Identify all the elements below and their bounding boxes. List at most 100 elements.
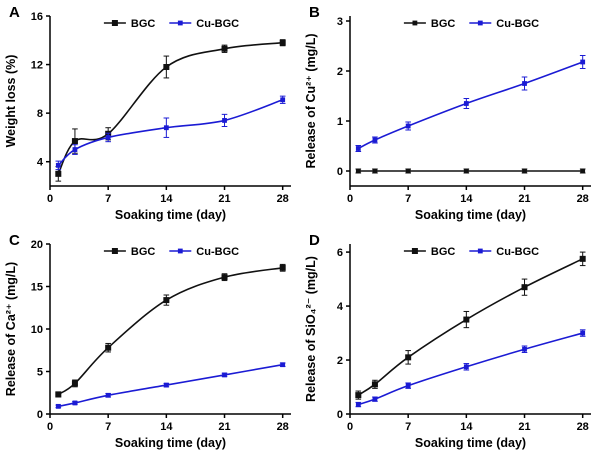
axes	[46, 242, 291, 418]
panel-B: B 0 7 14 21 28 0 1 2 3 Soaking time (day) Release …	[302, 2, 602, 228]
data-point	[355, 146, 361, 151]
data-point	[105, 135, 111, 140]
legend-marker	[412, 20, 418, 26]
x-tick-label: 21	[218, 421, 230, 433]
y-tick-label: 16	[31, 11, 43, 23]
y-tick-label: 0	[37, 408, 43, 420]
legend-label: BGC	[431, 18, 456, 30]
x-tick-label: 28	[577, 193, 589, 205]
data-point	[355, 168, 361, 174]
y-tick-label: 2	[337, 354, 343, 366]
series-line	[357, 257, 584, 396]
y-axis-label: Weight loss (%)	[4, 55, 18, 148]
data-point	[222, 372, 227, 377]
x-tick-label: 0	[47, 193, 53, 205]
legend-label: BGC	[131, 245, 156, 257]
data-point	[579, 255, 586, 262]
legend-marker	[477, 20, 483, 26]
y-axis-label: Release of Ca²⁺ (mg/L)	[4, 261, 18, 395]
x-tick-label: 0	[347, 193, 353, 205]
x-tick-label: 21	[218, 193, 230, 205]
data-point	[279, 264, 286, 271]
data-point	[280, 361, 286, 367]
data-point	[405, 382, 411, 388]
legend-label: Cu-BGC	[496, 18, 539, 30]
y-axis-label: Release of SiO₄²⁻ (mg/L)	[304, 256, 318, 402]
x-tick-label: 14	[160, 421, 173, 433]
data-point	[55, 403, 61, 409]
data-point	[55, 390, 62, 397]
x-tick-label: 28	[277, 193, 289, 205]
y-tick-label: 8	[37, 108, 43, 120]
series-line	[357, 61, 583, 150]
x-tick-label: 0	[347, 421, 353, 433]
data-point	[463, 363, 469, 369]
y-tick-label: 6	[337, 246, 343, 258]
data-point	[580, 168, 586, 174]
data-point	[279, 39, 286, 46]
y-tick-label: 3	[337, 16, 343, 28]
x-tick-label: 14	[460, 193, 473, 205]
y-tick-label: 15	[31, 281, 43, 293]
data-point	[163, 64, 170, 70]
data-point	[522, 168, 527, 174]
x-tick-label: 14	[460, 421, 473, 433]
data-point	[163, 296, 170, 303]
x-axis-label: Soaking time (day)	[115, 208, 226, 222]
panel-C-chart: 0 7 14 21 28 0 5 10 15 20 Soaking time (day) Releas…	[4, 238, 291, 450]
legend-marker	[477, 248, 483, 253]
y-tick-label: 5	[37, 366, 43, 378]
data-point	[405, 168, 411, 174]
data-point	[521, 283, 528, 290]
axes	[346, 16, 591, 190]
x-tick-label: 7	[405, 421, 411, 433]
series-line	[358, 331, 583, 405]
axes	[46, 15, 291, 190]
panel-label-B: B	[309, 4, 320, 21]
data-point	[55, 170, 62, 177]
data-point	[55, 162, 61, 168]
x-tick-label: 14	[160, 193, 173, 205]
y-tick-label: 2	[337, 66, 343, 78]
panel-A-chart: 0 7 14 21 28 4 8 12 16 Soaking time (day) Weight l…	[4, 11, 291, 222]
data-point	[163, 382, 169, 387]
data-point	[372, 396, 378, 402]
data-point	[405, 123, 411, 129]
panel-B-chart: 0 7 14 21 28 0 1 2 3 Soaking time (day) Release of…	[304, 16, 591, 222]
legend: BGC Cu-BGC	[103, 245, 239, 257]
y-tick-label: 4	[337, 300, 344, 312]
axes	[346, 243, 591, 418]
data-point	[221, 273, 228, 280]
x-tick-label: 0	[47, 421, 53, 433]
legend: BGC Cu-BGC	[103, 18, 239, 30]
series-Cu-BGC	[355, 328, 586, 407]
series-line	[57, 266, 283, 395]
x-tick-label: 28	[577, 421, 589, 433]
y-tick-label: 10	[31, 323, 43, 335]
data-point	[105, 392, 111, 398]
y-tick-label: 4	[37, 157, 44, 169]
series-line	[58, 363, 283, 407]
series-line	[57, 41, 283, 175]
data-point	[355, 391, 362, 398]
series-Cu-BGC	[55, 361, 286, 409]
data-point	[580, 59, 586, 65]
legend-label: BGC	[431, 245, 456, 257]
y-tick-label: 12	[31, 59, 43, 71]
legend: BGC Cu-BGC	[403, 18, 539, 30]
x-tick-label: 7	[105, 421, 111, 433]
x-tick-label: 7	[105, 193, 111, 205]
legend: BGC Cu-BGC	[403, 245, 539, 257]
panel-label-D: D	[309, 231, 320, 249]
panel-C: C 0 7 14 21 28 0 5 10 15 20 Soaking time (day) Rele…	[2, 230, 302, 456]
panel-label-A: A	[9, 4, 20, 21]
panel-D: D 0 7 14 21 28 0 2 4 6 Soaking time (day) Release …	[302, 230, 602, 456]
data-point	[371, 380, 378, 387]
data-point	[463, 316, 470, 323]
panel-A: A 0 7 14 21 28 4 8 12 16 Soaking time (day) Weight…	[2, 2, 302, 228]
x-tick-label: 21	[518, 421, 530, 433]
series-BGC	[55, 39, 286, 182]
data-point	[355, 401, 361, 407]
x-axis-label: Soaking time (day)	[415, 208, 526, 222]
